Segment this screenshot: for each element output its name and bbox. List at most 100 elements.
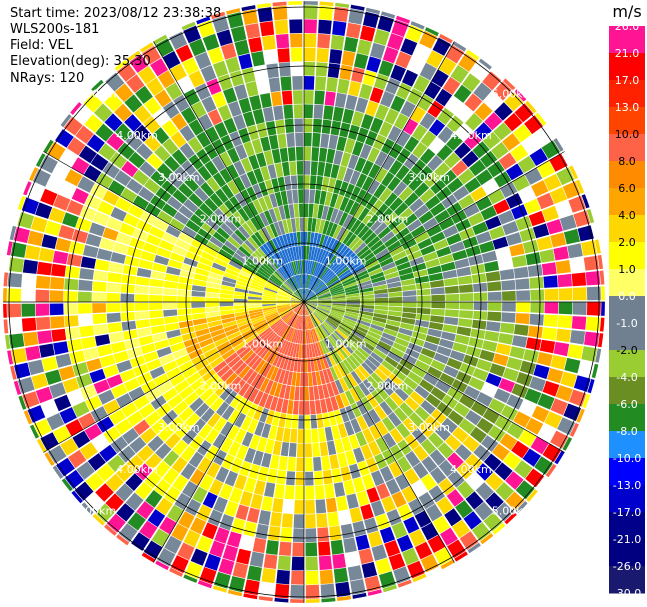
velocity-gate [389,245,405,257]
velocity-gate [265,313,279,321]
velocity-gate [269,335,279,348]
velocity-gate [83,164,102,182]
velocity-gate [479,240,495,254]
velocity-gate [180,107,197,124]
velocity-gate [262,243,273,257]
velocity-gate [25,345,41,361]
velocity-gate [414,275,430,284]
velocity-gate [333,567,349,583]
velocity-gate [452,426,469,443]
velocity-gate [195,267,210,277]
velocity-gate [264,179,274,195]
colorbar-tick-label: -26.0 [613,560,641,573]
velocity-gate [304,302,318,305]
velocity-gate [445,302,460,310]
velocity-gate [287,278,297,291]
velocity-gate [39,155,58,174]
velocity-gate [381,416,396,432]
velocity-gate [317,33,331,49]
velocity-gate [562,181,581,199]
velocity-gate [198,423,213,439]
velocity-gate [455,444,472,461]
velocity-gate [525,337,542,351]
velocity-gate [169,252,185,263]
velocity-gate [157,163,173,179]
velocity-gate [413,325,429,335]
velocity-gate [91,434,110,452]
velocity-gate [443,365,459,378]
velocity-gate [290,584,304,599]
velocity-gate [164,156,180,172]
velocity-gate [163,309,178,317]
velocity-gate [226,164,239,180]
velocity-gate [85,472,105,492]
velocity-gate [398,267,413,276]
velocity-gate [346,296,360,300]
velocity-gate [595,348,602,363]
velocity-gate [399,232,414,245]
velocity-gate [458,53,477,72]
velocity-gate [334,379,345,394]
velocity-gate [314,262,321,277]
velocity-gate [333,179,343,194]
velocity-gate [264,332,276,344]
velocity-gate [113,350,129,364]
velocity-gate [367,330,382,340]
velocity-gate [304,330,307,344]
velocity-gate [291,276,299,290]
velocity-gate [327,316,341,325]
velocity-gate [265,241,276,255]
velocity-gate [263,289,277,295]
velocity-gate [47,445,67,464]
velocity-gate [196,16,211,25]
velocity-gate [66,200,84,216]
velocity-gate [518,186,536,203]
velocity-gate [251,279,266,287]
velocity-gate [541,140,561,159]
velocity-gate [116,232,132,246]
velocity-gate [336,363,347,377]
colorbar-tick-label: 1.0 [618,263,636,276]
velocity-gate [107,322,123,333]
velocity-gate [99,237,116,251]
velocity-gate [387,286,402,293]
velocity-gate [290,428,298,443]
velocity-gate [330,258,342,271]
velocity-gate [227,331,241,341]
velocity-gate [182,57,199,75]
velocity-gate [353,222,366,236]
velocity-gate [324,483,335,499]
velocity-gate [219,151,233,168]
velocity-gate [162,101,180,119]
velocity-gate [528,210,546,227]
velocity-gate [399,272,415,281]
velocity-gate [534,456,553,475]
velocity-gate [215,466,230,483]
velocity-gate [371,544,387,561]
velocity-gate [279,541,292,556]
velocity-gate [266,349,276,363]
velocity-gate [295,291,304,302]
velocity-gate [311,278,319,291]
velocity-gate [258,267,271,277]
velocity-gate [169,31,188,50]
velocity-gate [343,281,358,289]
velocity-gate [235,144,248,160]
velocity-gate [324,353,333,368]
velocity-gate [230,232,244,246]
velocity-gate [412,331,427,341]
velocity-gate [31,373,49,390]
velocity-gate [255,375,266,390]
colorbar-tick-label: 10.0 [615,128,640,141]
velocity-gate [379,207,394,222]
velocity-gate [411,480,428,497]
velocity-gate [263,348,274,361]
velocity-gate [192,279,207,287]
velocity-gate [339,361,350,375]
velocity-gate [482,340,498,352]
velocity-gate [33,418,52,437]
velocity-gate [241,431,254,447]
velocity-gate [348,354,361,368]
velocity-gate [382,46,399,64]
velocity-gate [335,328,348,340]
